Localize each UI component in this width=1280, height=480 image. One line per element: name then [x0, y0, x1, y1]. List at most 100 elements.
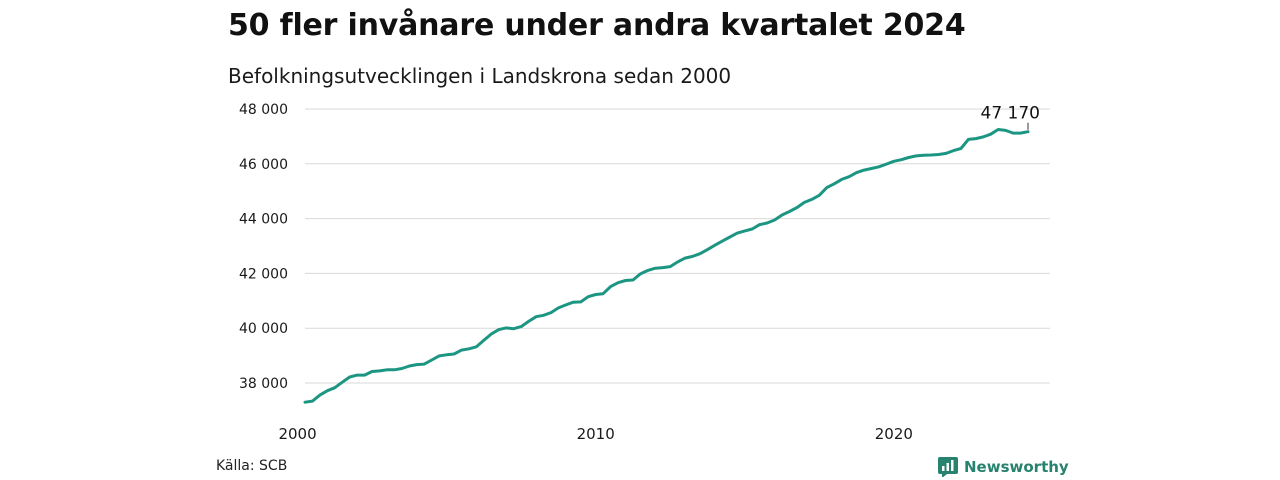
y-tick-label: 42 000 [239, 266, 288, 282]
data-point [505, 326, 508, 329]
chart-subtitle: Befolkningsutvecklingen i Landskrona sed… [228, 64, 732, 88]
data-point [564, 303, 567, 306]
data-point [877, 165, 880, 168]
data-point [781, 214, 784, 217]
data-point [788, 210, 791, 213]
data-point [490, 332, 493, 335]
data-point [475, 345, 478, 348]
data-point [423, 363, 426, 366]
data-point [527, 320, 530, 323]
data-point [639, 272, 642, 275]
y-tick-label: 44 000 [239, 212, 288, 228]
data-point [855, 171, 858, 174]
data-point [304, 401, 307, 404]
data-point [363, 374, 366, 377]
population-series-line [303, 128, 1030, 404]
data-point [497, 328, 500, 331]
data-point [549, 311, 552, 314]
data-point [684, 257, 687, 260]
data-point [453, 352, 456, 355]
data-point [945, 152, 948, 155]
data-point [430, 358, 433, 361]
data-point [959, 147, 962, 150]
data-point [1019, 132, 1022, 135]
data-point [989, 133, 992, 136]
data-point [602, 292, 605, 295]
data-point [467, 347, 470, 350]
data-point [758, 223, 761, 226]
data-point [385, 368, 388, 371]
data-point [885, 163, 888, 166]
data-point [736, 232, 739, 235]
data-point [482, 339, 485, 342]
data-point [997, 128, 1000, 131]
data-point [803, 201, 806, 204]
data-point [721, 240, 724, 243]
data-point [609, 285, 612, 288]
data-point [393, 368, 396, 371]
data-point [408, 365, 411, 368]
data-point [676, 260, 679, 263]
brand-name: Newsworthy [964, 458, 1069, 476]
data-point [870, 167, 873, 170]
chart-title: 50 fler invånare under andra kvartalet 2… [228, 8, 966, 43]
y-tick-label: 38 000 [239, 376, 288, 392]
y-tick-label: 40 000 [239, 321, 288, 337]
data-point [445, 353, 448, 356]
y-tick-label: 48 000 [239, 102, 288, 118]
data-point [669, 265, 672, 268]
data-point [624, 279, 627, 282]
data-point [318, 394, 321, 397]
x-tick-label: 2010 [577, 425, 615, 443]
data-point [915, 154, 918, 157]
data-point [795, 206, 798, 209]
data-point [557, 306, 560, 309]
data-point [699, 252, 702, 255]
data-point [691, 255, 694, 258]
line-chart: 38 000 40 000 42 000 44 000 46 000 48 000 2000… [239, 102, 1050, 443]
data-point [594, 293, 597, 296]
data-point [542, 314, 545, 317]
data-point [460, 349, 463, 352]
data-point [766, 221, 769, 224]
data-point [661, 266, 664, 269]
brand-logo[interactable]: Newsworthy [938, 456, 1069, 478]
data-point [356, 374, 359, 377]
data-point [415, 363, 418, 366]
data-point [863, 169, 866, 172]
data-point [1012, 132, 1015, 135]
data-point [348, 375, 351, 378]
y-tick-label: 46 000 [239, 157, 288, 173]
data-point [535, 315, 538, 318]
data-point [751, 228, 754, 231]
newsworthy-logo-icon [938, 457, 958, 477]
data-point [333, 386, 336, 389]
data-point [810, 198, 813, 201]
x-tick-label: 2020 [875, 425, 913, 443]
data-point [743, 229, 746, 232]
data-point [1004, 129, 1007, 132]
data-point [579, 300, 582, 303]
data-point [631, 278, 634, 281]
data-point [825, 186, 828, 189]
data-point [930, 154, 933, 157]
data-point [937, 153, 940, 156]
data-point [400, 367, 403, 370]
data-point [341, 381, 344, 384]
data-point [587, 295, 590, 298]
data-point [706, 248, 709, 251]
data-point [892, 160, 895, 163]
data-point [982, 135, 985, 138]
data-point [967, 138, 970, 141]
data-point [326, 389, 329, 392]
data-point [378, 369, 381, 372]
data-point [654, 267, 657, 270]
data-point [371, 370, 374, 373]
data-point [922, 154, 925, 157]
data-point [512, 327, 515, 330]
source-label: Källa: SCB [216, 458, 288, 474]
data-point [520, 325, 523, 328]
end-value-label: 47 170 [981, 104, 1040, 124]
data-point [773, 218, 776, 221]
data-point [311, 400, 314, 403]
